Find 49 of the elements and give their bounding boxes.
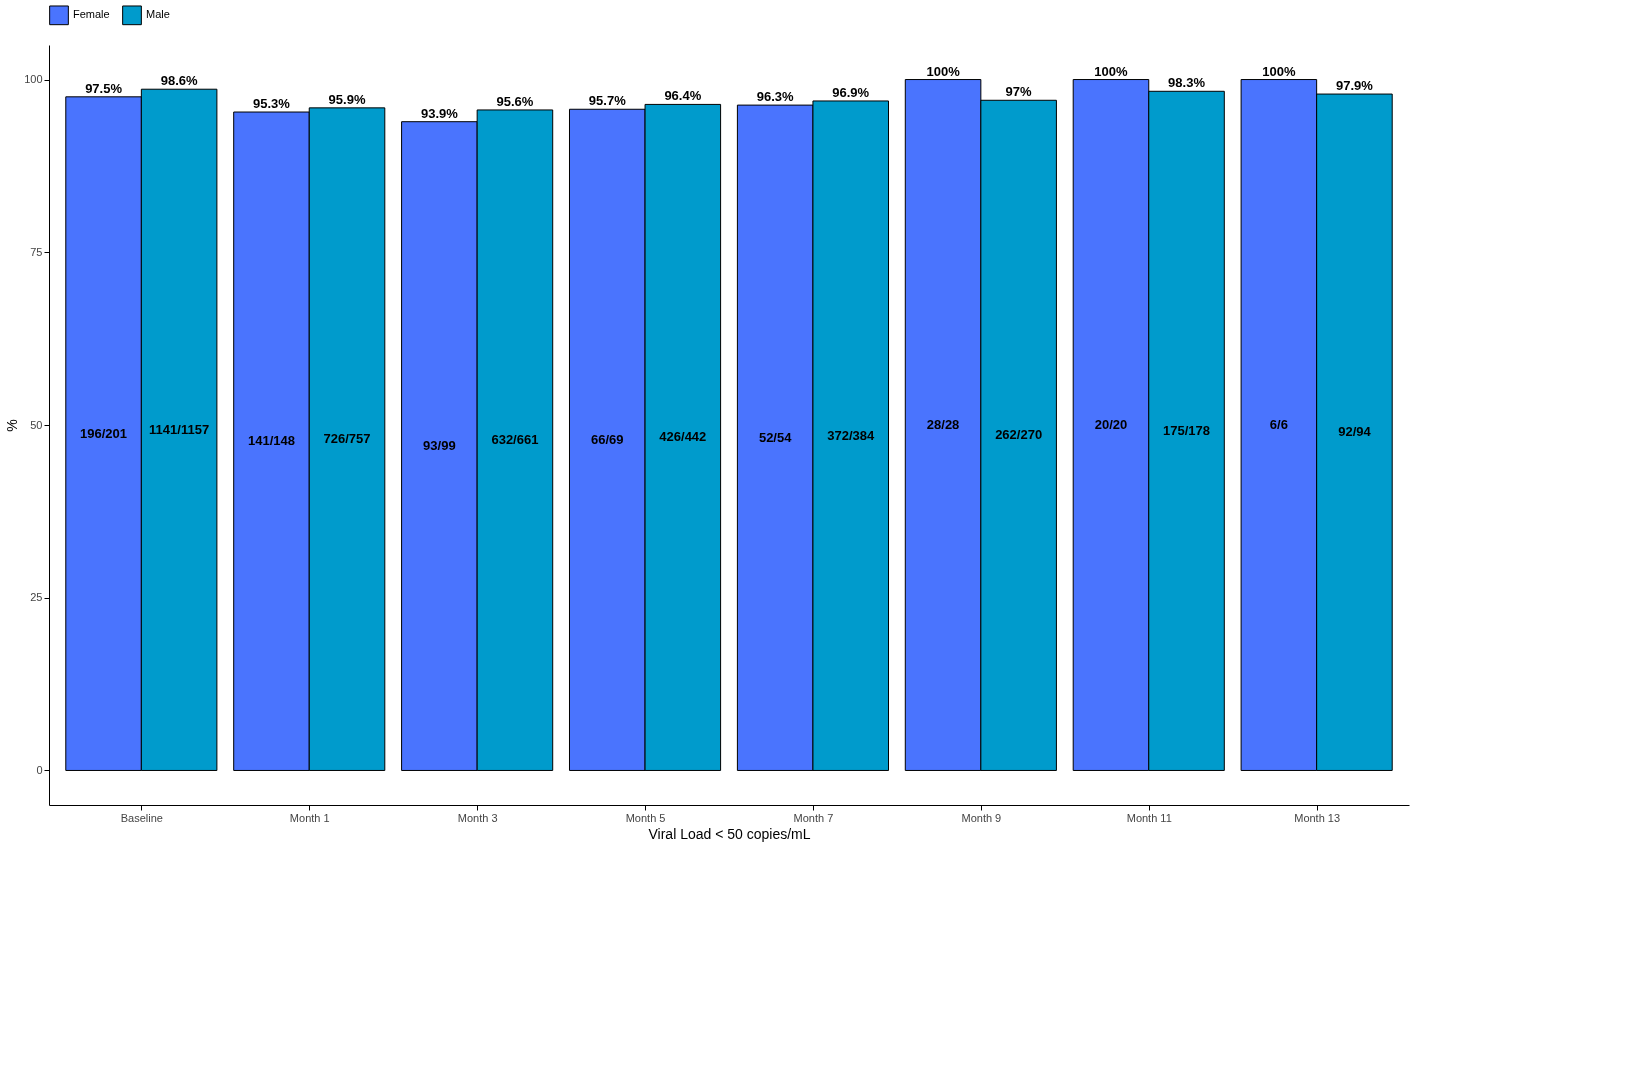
x-tick-label: Month 1 <box>289 811 330 824</box>
x-tick-label: Month 7 <box>793 811 834 824</box>
data-label: 96.4% <box>664 88 702 104</box>
annotation: 93/99 <box>423 438 456 454</box>
legend-label: Female <box>73 8 110 21</box>
data-label: 96.9% <box>832 84 870 100</box>
y-tick-label: 0 <box>36 763 43 776</box>
annotation: 175/178 <box>1163 422 1211 438</box>
x-axis-title: Viral Load < 50 copies/mL <box>648 825 811 842</box>
y-tick-label: 75 <box>30 245 43 258</box>
x-tick-label: Month 13 <box>1294 811 1341 824</box>
x-tick-label: Month 11 <box>1126 811 1172 824</box>
x-tick-label: Baseline <box>120 811 163 824</box>
legend-label: Male <box>146 8 170 21</box>
y-tick-label: 50 <box>30 418 43 431</box>
annotation: 141/148 <box>247 433 295 449</box>
annotation: 20/20 <box>1094 417 1128 432</box>
data-label: 97.5% <box>85 80 123 96</box>
data-label: 100% <box>926 63 961 79</box>
x-tick-label: Month 5 <box>625 811 666 824</box>
y-tick-label: 25 <box>30 591 43 604</box>
y-tick-label: 100 <box>24 73 43 86</box>
annotation: 66/69 <box>591 431 624 447</box>
data-label: 95.9% <box>328 91 366 107</box>
annotation: 632/661 <box>491 432 539 448</box>
data-label: 100% <box>1262 63 1296 79</box>
data-label: 95.3% <box>253 96 291 112</box>
annotation: 372/384 <box>827 427 875 443</box>
x-tick-label: Month 9 <box>961 811 1002 824</box>
annotation: 28/28 <box>926 417 960 432</box>
data-label: 97% <box>1005 84 1033 100</box>
annotation: 92/94 <box>1338 424 1372 440</box>
annotation: 726/757 <box>323 431 371 447</box>
annotation: 196/201 <box>80 425 128 441</box>
x-tick-label: Month 3 <box>457 811 498 824</box>
annotation: 262/270 <box>995 427 1043 443</box>
data-label: 93.9% <box>420 105 459 121</box>
data-label: 96.3% <box>756 89 795 105</box>
data-label: 97.9% <box>1335 78 1374 94</box>
data-label: 100% <box>1094 63 1129 79</box>
data-label: 95.6% <box>496 93 534 109</box>
data-label: 98.6% <box>160 73 198 89</box>
y-axis-title: % <box>4 419 21 432</box>
annotation: 52/54 <box>758 429 793 445</box>
annotation: 6/6 <box>1269 417 1288 432</box>
annotation: 1141/1157 <box>149 421 210 437</box>
annotation: 426/442 <box>659 429 707 445</box>
data-label: 98.3% <box>1168 75 1206 91</box>
data-label: 95.7% <box>588 93 627 109</box>
